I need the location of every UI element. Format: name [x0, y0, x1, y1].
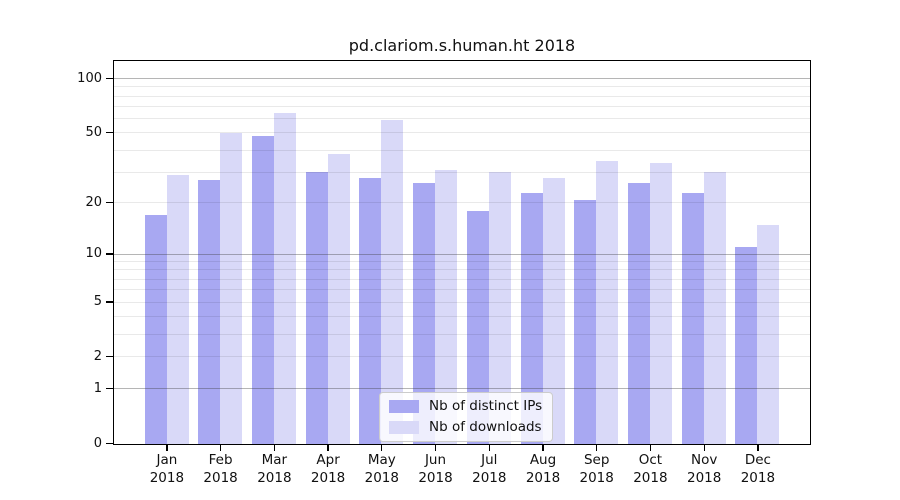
bar-distinct-ips — [520, 192, 543, 444]
x-tick-mark — [434, 443, 437, 451]
y-tick-mark — [106, 356, 113, 358]
x-tick-label: Aug 2018 — [525, 452, 561, 486]
legend-label: Nb of distinct IPs — [429, 398, 543, 414]
x-tick-label: Apr 2018 — [310, 452, 346, 486]
x-tick-mark — [596, 443, 598, 451]
gridline-minor — [114, 149, 810, 151]
x-tick-label: Mar 2018 — [257, 452, 292, 486]
gridline-minor — [114, 261, 810, 263]
gridline-minor — [114, 278, 810, 280]
y-tick-label: 0 — [93, 435, 102, 451]
x-tick-label: Nov 2018 — [687, 452, 722, 486]
y-tick-label: 5 — [93, 293, 102, 309]
gridline-minor — [114, 333, 810, 335]
bar-distinct-ips — [144, 215, 167, 444]
y-tick-label: 1 — [93, 380, 102, 396]
bar-downloads — [273, 112, 296, 444]
x-tick-label: Sep 2018 — [579, 452, 614, 486]
bar-downloads — [757, 224, 780, 444]
bar-downloads — [488, 172, 511, 444]
x-tick-label: Jan 2018 — [149, 452, 185, 486]
x-tick-mark — [327, 443, 329, 451]
y-tick-mark — [106, 301, 113, 303]
gridline-minor — [114, 356, 810, 358]
bar-downloads — [542, 177, 565, 444]
y-tick-mark — [106, 131, 113, 134]
y-tick-mark — [106, 442, 113, 445]
bar-downloads — [166, 175, 189, 444]
bar-downloads — [381, 120, 404, 444]
bar-distinct-ips — [628, 183, 651, 444]
x-tick-mark — [703, 443, 705, 451]
gridline-major — [114, 388, 810, 390]
x-tick-label: Jul 2018 — [472, 452, 507, 486]
bar-distinct-ips — [466, 211, 489, 444]
gridline-minor — [114, 171, 810, 173]
bar-distinct-ips — [305, 172, 328, 444]
x-tick-mark — [166, 443, 168, 451]
legend-item: Nb of downloads — [389, 419, 542, 435]
y-tick-mark — [106, 77, 113, 80]
y-tick-mark — [106, 202, 113, 204]
x-tick-mark — [381, 443, 383, 451]
gridline-minor — [114, 289, 810, 291]
x-tick-mark — [542, 443, 544, 451]
x-tick-mark — [488, 443, 490, 451]
bar-distinct-ips — [359, 177, 382, 444]
x-tick-mark — [273, 443, 276, 451]
gridline-minor — [114, 315, 810, 317]
bar-downloads — [703, 172, 726, 444]
gridline-minor — [114, 106, 810, 107]
x-tick-label: Dec 2018 — [740, 452, 776, 486]
x-tick-mark — [649, 443, 652, 451]
gridline-major — [114, 78, 810, 80]
x-tick-mark — [219, 443, 222, 451]
y-tick-mark — [106, 388, 113, 390]
y-tick-label: 10 — [85, 245, 102, 261]
bar-distinct-ips — [735, 247, 758, 444]
x-tick-label: Feb 2018 — [203, 452, 238, 486]
legend-swatch-downloads — [389, 420, 419, 434]
gridline-minor — [114, 95, 810, 97]
gridline-minor — [114, 132, 810, 134]
bar-distinct-ips — [198, 180, 221, 444]
bar-downloads — [596, 160, 619, 444]
x-tick-label: Oct 2018 — [633, 452, 668, 486]
legend-swatch-distinct-ips — [389, 399, 419, 413]
x-tick-label: May 2018 — [364, 452, 399, 486]
gridline-major — [114, 253, 810, 255]
bar-distinct-ips — [574, 199, 597, 444]
legend-item: Nb of distinct IPs — [389, 398, 542, 414]
legend: Nb of distinct IPs Nb of downloads — [379, 392, 554, 442]
y-tick-mark — [106, 253, 113, 255]
y-tick-label: 2 — [93, 348, 102, 364]
bar-distinct-ips — [413, 183, 436, 444]
legend-label: Nb of downloads — [429, 419, 542, 435]
bar-downloads — [220, 133, 243, 444]
gridline-minor — [114, 301, 810, 303]
bar-downloads — [650, 162, 673, 444]
gridline-minor — [114, 118, 810, 119]
bar-downloads — [327, 154, 350, 444]
plot-area — [113, 60, 811, 445]
bar-downloads — [435, 169, 458, 444]
gridline-minor — [114, 269, 810, 271]
gridline-minor — [114, 86, 810, 88]
y-tick-label: 20 — [85, 194, 102, 210]
bar-distinct-ips — [681, 192, 704, 444]
chart-title: pd.clariom.s.human.ht 2018 — [348, 36, 576, 55]
y-tick-label: 50 — [85, 124, 102, 140]
x-tick-label: Jun 2018 — [418, 452, 453, 486]
x-tick-mark — [757, 443, 759, 451]
gridline-minor — [114, 202, 810, 204]
bar-distinct-ips — [251, 136, 274, 444]
y-tick-label: 100 — [77, 70, 102, 86]
